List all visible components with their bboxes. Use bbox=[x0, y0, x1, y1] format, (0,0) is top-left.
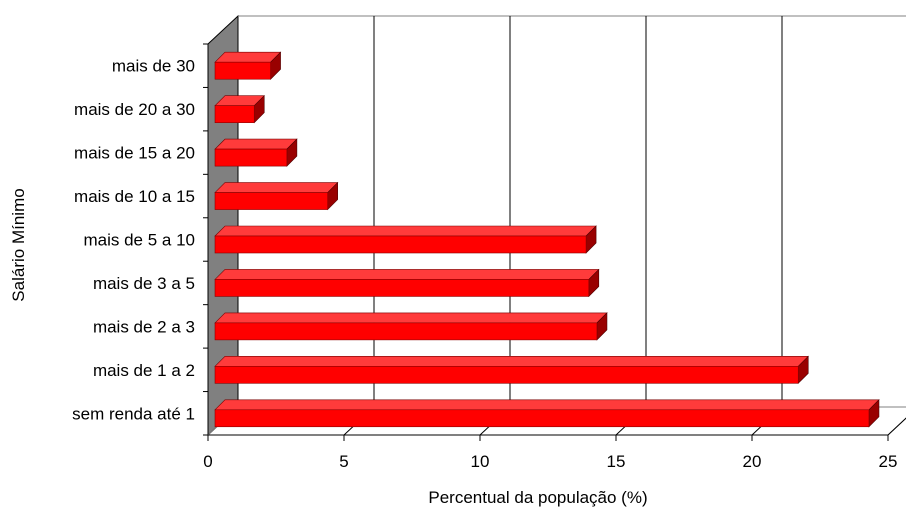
category-label: mais de 2 a 3 bbox=[93, 317, 195, 336]
x-tick-label: 10 bbox=[471, 452, 490, 471]
x-tick-label: 15 bbox=[607, 452, 626, 471]
bar-top-face bbox=[214, 51, 282, 63]
bar bbox=[214, 279, 590, 297]
x-tick-label: 5 bbox=[339, 452, 348, 471]
bar-top-face bbox=[214, 138, 298, 150]
floor-gridline bbox=[887, 417, 906, 436]
bar bbox=[214, 322, 598, 341]
category-labels: mais de 30 mais de 20 a 30 mais de 15 a 20… bbox=[72, 57, 195, 424]
bar-top-face bbox=[214, 182, 339, 193]
bar bbox=[214, 148, 288, 167]
x-tick-label: 0 bbox=[203, 452, 212, 471]
x-tick-label: 25 bbox=[879, 452, 898, 471]
category-label: sem renda até 1 bbox=[72, 404, 195, 423]
chart-bars bbox=[214, 51, 880, 428]
back-wall-border bbox=[238, 15, 906, 17]
bar-top-face bbox=[214, 269, 600, 280]
category-label: mais de 30 bbox=[112, 57, 195, 76]
bar-top-face bbox=[214, 312, 608, 324]
bar bbox=[214, 409, 870, 428]
bar-top-face bbox=[214, 225, 597, 237]
y-axis-title: Salário Mínimo bbox=[9, 188, 28, 301]
category-label: mais de 20 a 30 bbox=[74, 100, 195, 119]
bar-top-face bbox=[214, 399, 880, 411]
x-axis-title: Percentual da população (%) bbox=[428, 488, 647, 507]
bar bbox=[214, 366, 799, 384]
category-label: mais de 15 a 20 bbox=[74, 144, 195, 163]
bar bbox=[214, 61, 271, 80]
x-tick-label: 20 bbox=[743, 452, 762, 471]
category-label: mais de 5 a 10 bbox=[83, 231, 195, 250]
category-label: mais de 1 a 2 bbox=[93, 361, 195, 380]
category-label: mais de 3 a 5 bbox=[93, 274, 195, 293]
bar bbox=[214, 105, 255, 123]
bar-top-face bbox=[214, 356, 809, 367]
x-tick-labels: 0 5 10 15 20 25 bbox=[203, 452, 897, 471]
category-label: mais de 10 a 15 bbox=[74, 187, 195, 206]
bar bbox=[214, 235, 587, 254]
bar bbox=[214, 192, 328, 210]
